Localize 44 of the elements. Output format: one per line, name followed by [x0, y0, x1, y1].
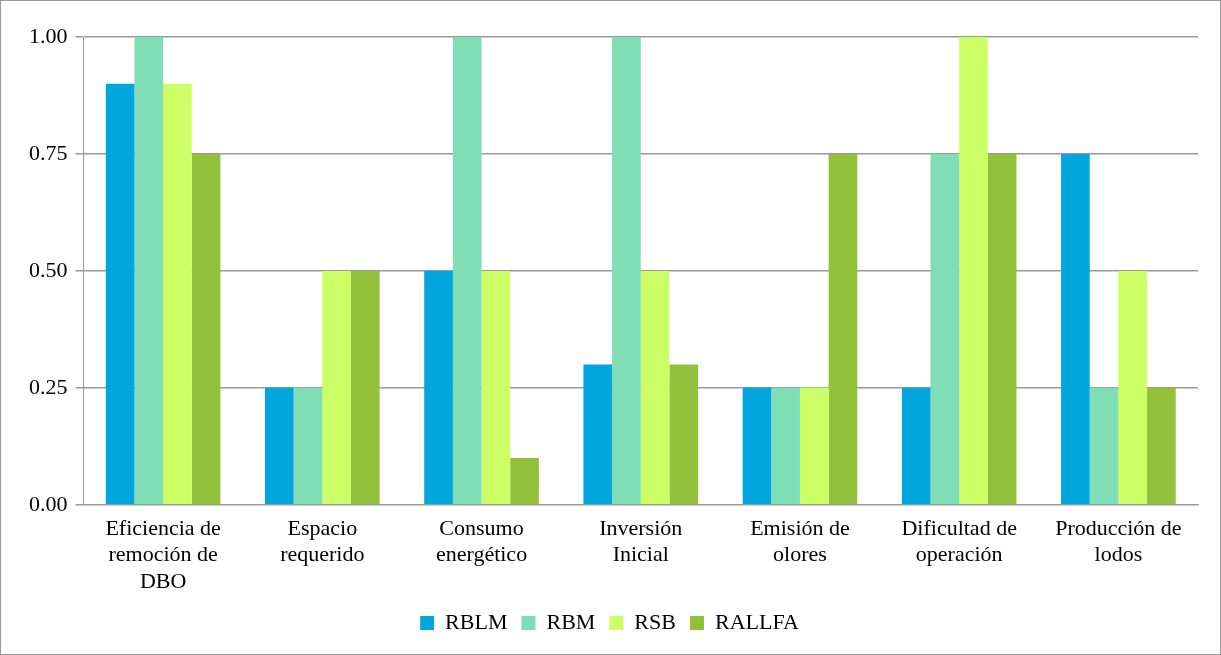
bar — [1118, 270, 1148, 505]
bar — [583, 364, 613, 505]
bar — [828, 153, 858, 505]
bar — [134, 37, 164, 505]
y-tick-label: 0.00 — [29, 490, 68, 516]
y-tick-label: 0.75 — [29, 139, 68, 165]
bar — [1089, 387, 1119, 505]
x-tick-label: Producción de lodos — [1055, 514, 1182, 567]
x-tick-label: Inversión Inicial — [599, 514, 683, 567]
bar — [350, 270, 380, 505]
bar — [640, 270, 670, 505]
bar — [1061, 153, 1090, 505]
x-tick-label: Espacio requerido — [280, 514, 365, 567]
bar — [322, 270, 351, 505]
bar — [510, 458, 539, 505]
bar — [959, 37, 988, 505]
bar — [424, 270, 453, 505]
bar — [771, 387, 800, 505]
bar — [930, 153, 960, 505]
bar — [481, 270, 511, 505]
bar — [191, 153, 221, 505]
x-tick-label: Emisión de olores — [750, 514, 850, 567]
bar — [105, 83, 135, 505]
x-tick-label: Consumo energético — [435, 514, 528, 567]
x-tick-label: Eficiencia de remoción de DBO — [105, 514, 221, 593]
bar — [987, 153, 1017, 505]
bar — [742, 387, 772, 505]
legend-label: RSB — [634, 608, 676, 634]
bar — [1147, 387, 1176, 505]
legend-label: RBM — [546, 608, 596, 634]
bar — [612, 37, 641, 505]
x-tick-label: Dificultad de operación — [901, 514, 1017, 567]
bar — [669, 364, 699, 505]
bar — [265, 387, 294, 505]
bar — [452, 37, 482, 505]
bar — [293, 387, 323, 505]
bar — [163, 83, 192, 505]
legend-label: RALLFA — [714, 608, 799, 634]
bar — [799, 387, 829, 505]
y-tick-label: 0.50 — [29, 256, 68, 282]
legend-label: RBLM — [445, 608, 508, 634]
bar — [901, 387, 931, 505]
y-tick-label: 0.25 — [29, 373, 68, 399]
y-tick-label: 1.00 — [29, 22, 68, 48]
